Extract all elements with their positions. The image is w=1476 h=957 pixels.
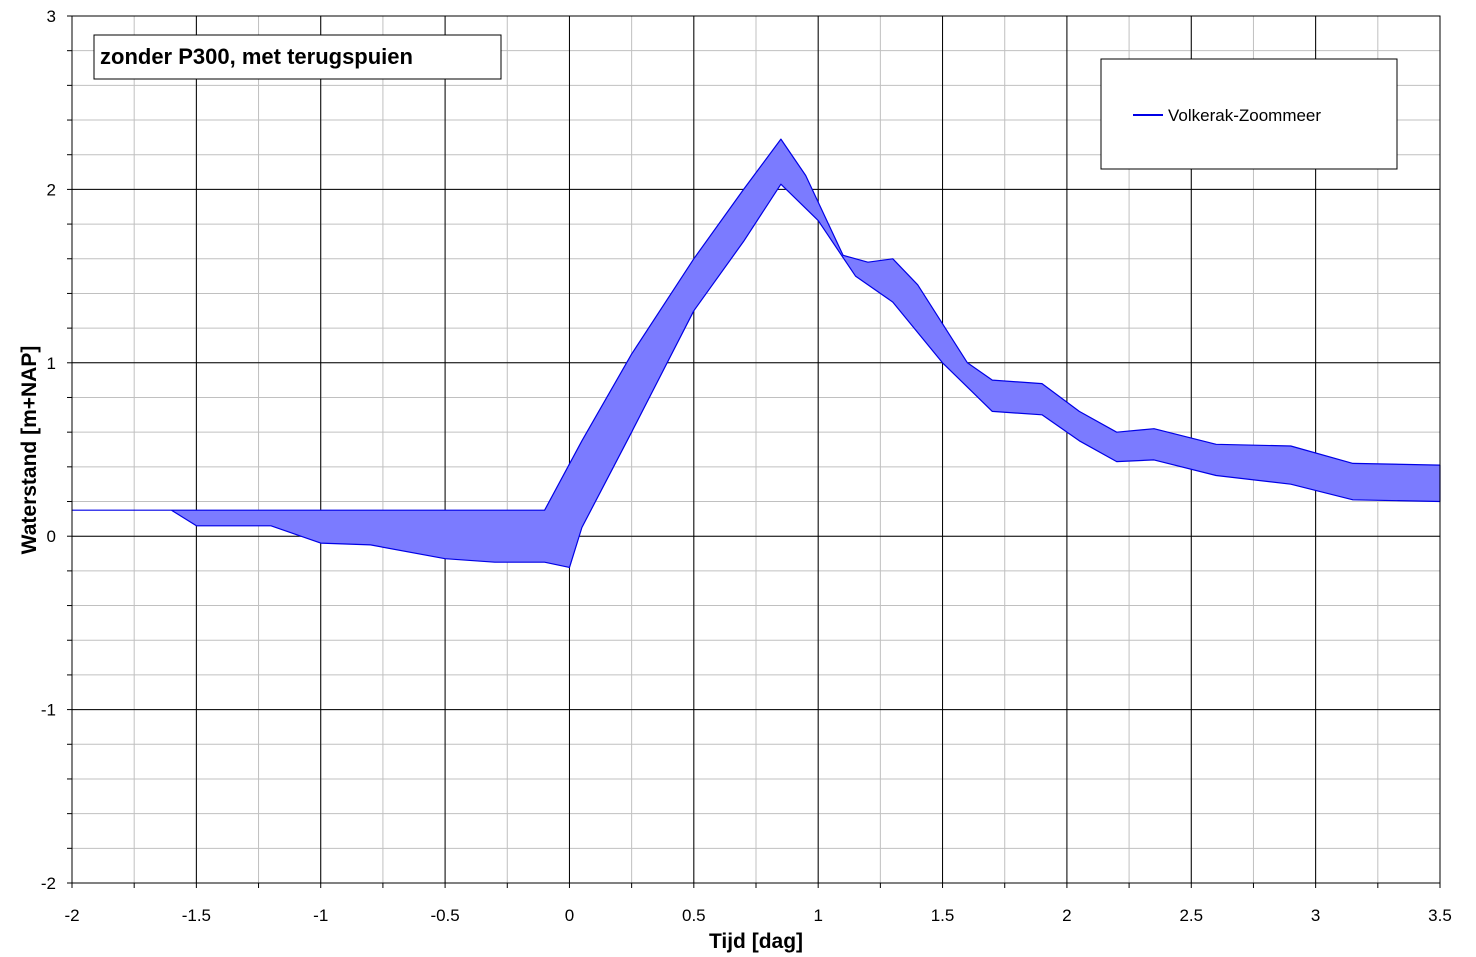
y-tick-label: 2 (47, 180, 56, 199)
series-area-volkerak-zoommeer (71, 138, 1441, 568)
x-tick-label: 3 (1311, 906, 1320, 925)
legend-label: Volkerak-Zoommeer (1168, 106, 1321, 125)
y-tick-label: 3 (47, 7, 56, 26)
y-tick-label: 1 (47, 354, 56, 373)
x-tick-label: 1.5 (931, 906, 955, 925)
chart-title-box: zonder P300, met terugspuien (93, 34, 502, 80)
y-tick-label: 0 (47, 527, 56, 546)
y-axis-title: Waterstand [m+NAP] (18, 346, 41, 555)
x-tick-label: 2.5 (1179, 906, 1203, 925)
y-tick-label: -2 (41, 874, 56, 893)
x-tick-label: 3.5 (1428, 906, 1452, 925)
x-tick-labels: -2 -1.5 -1 -0.5 0 0.5 1 1.5 2 2.5 3 3.5 (64, 906, 1451, 925)
y-tick-labels: -2 -1 0 1 2 3 (41, 7, 56, 893)
x-tick-label: 2 (1062, 906, 1071, 925)
x-tick-label: 0.5 (682, 906, 706, 925)
axis-ticks (67, 15, 1441, 888)
x-tick-label: -1.5 (182, 906, 211, 925)
x-tick-label: -0.5 (430, 906, 459, 925)
x-tick-label: 1 (813, 906, 822, 925)
x-tick-label: 0 (565, 906, 574, 925)
chart-title: zonder P300, met terugspuien (100, 44, 413, 69)
x-tick-label: -2 (64, 906, 79, 925)
x-axis-title: Tijd [dag] (709, 930, 803, 953)
x-tick-label: -1 (313, 906, 328, 925)
data-series-band (71, 138, 1441, 568)
y-tick-label: -1 (41, 701, 56, 720)
legend: Volkerak-Zoommeer (1100, 58, 1398, 170)
